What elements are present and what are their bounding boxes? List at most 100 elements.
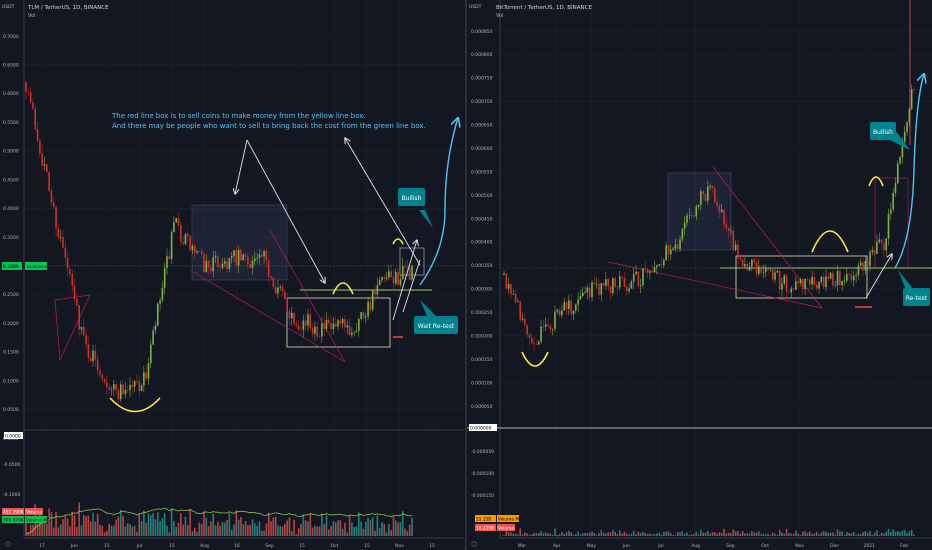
left-candle bbox=[230, 256, 233, 259]
right-candle bbox=[663, 260, 665, 266]
left-price-tick: 0.4500 bbox=[3, 177, 19, 183]
left-volume-bar bbox=[381, 522, 383, 536]
right-settings-icon[interactable] bbox=[471, 541, 477, 547]
right-candle bbox=[674, 244, 677, 249]
right-volume-bar bbox=[581, 533, 584, 536]
left-volume-bar bbox=[62, 519, 64, 536]
right-candle bbox=[653, 267, 656, 273]
right-candle bbox=[739, 258, 742, 260]
right-candle bbox=[598, 283, 600, 295]
left-candle bbox=[108, 387, 111, 390]
left-candle bbox=[57, 228, 60, 238]
left-volume-bar bbox=[337, 520, 339, 536]
left-candle bbox=[59, 237, 62, 238]
left-candle bbox=[279, 286, 282, 288]
right-volume-bar bbox=[635, 534, 637, 536]
right-candle bbox=[558, 309, 561, 316]
left-volume-bar bbox=[152, 513, 154, 536]
right-volume-bar bbox=[519, 528, 522, 536]
right-candle bbox=[704, 193, 707, 201]
right-volume-bar bbox=[584, 532, 586, 536]
right-volume-bar bbox=[832, 532, 834, 536]
left-volume-bar bbox=[25, 517, 27, 536]
right-candle bbox=[630, 281, 633, 289]
right-volume-bar bbox=[547, 533, 549, 536]
left-candle bbox=[163, 268, 166, 289]
right-retest-callout: Re-test bbox=[898, 270, 930, 306]
right-candle bbox=[686, 215, 688, 223]
left-time-tick: Aug bbox=[200, 543, 209, 549]
left-volume-bar bbox=[376, 515, 379, 536]
right-volume-bar bbox=[850, 533, 853, 536]
right-volume-bar bbox=[873, 532, 876, 536]
right-candle bbox=[711, 185, 714, 189]
left-volume-bar bbox=[321, 513, 323, 536]
right-candle bbox=[720, 209, 723, 213]
right-volume-bar bbox=[674, 534, 677, 536]
right-title: BitTorrent / TetherUS, 1D, BINANCE bbox=[496, 5, 592, 11]
right-candle bbox=[690, 215, 693, 216]
right-volume-bar bbox=[764, 534, 767, 536]
right-volume-bar bbox=[829, 532, 832, 536]
right-volume-bar bbox=[797, 533, 799, 536]
right-volume-bar bbox=[802, 531, 804, 536]
right-volume-bar bbox=[880, 532, 883, 536]
left-candle bbox=[161, 288, 164, 301]
left-candle bbox=[309, 314, 312, 328]
left-settings-icon[interactable] bbox=[5, 541, 11, 547]
right-candle bbox=[547, 324, 549, 326]
right-volume-bar bbox=[530, 534, 533, 536]
left-candle bbox=[46, 164, 48, 172]
left-candle bbox=[156, 303, 159, 326]
right-candle bbox=[593, 282, 596, 284]
right-candles bbox=[503, 84, 915, 352]
right-volume-bar bbox=[707, 531, 709, 536]
right-volume-bar bbox=[656, 533, 658, 536]
left-volume-bar bbox=[131, 526, 134, 536]
right-candle bbox=[565, 302, 568, 309]
right-volume-bar bbox=[903, 530, 906, 536]
right-volume-bar bbox=[806, 532, 809, 536]
right-volume-bar bbox=[910, 529, 913, 536]
right-candle bbox=[834, 285, 837, 286]
left-volume-bar bbox=[307, 521, 309, 536]
right-volume-bar bbox=[593, 533, 596, 536]
left-volume-bar bbox=[223, 522, 226, 536]
right-candle bbox=[581, 292, 584, 297]
right-candle bbox=[600, 283, 603, 295]
left-volume-bar bbox=[48, 508, 50, 536]
right-candle bbox=[871, 250, 874, 253]
left-retest-label: Wait Re-test bbox=[418, 323, 455, 330]
right-volume-bar bbox=[575, 534, 577, 536]
left-volume-bar bbox=[156, 512, 159, 536]
left-volume-bar bbox=[113, 525, 115, 536]
left-volume-bar bbox=[302, 514, 305, 536]
left-volume-bar bbox=[279, 526, 282, 536]
left-volume-bar bbox=[41, 516, 43, 536]
left-volume-bar bbox=[353, 527, 356, 536]
left-candle bbox=[106, 382, 108, 388]
left-volume-bar bbox=[203, 511, 205, 536]
right-candle bbox=[873, 250, 876, 254]
left-candle bbox=[166, 256, 168, 269]
right-candle bbox=[811, 276, 813, 285]
left-volume-bar bbox=[166, 525, 168, 536]
right-volume-bar bbox=[841, 531, 843, 536]
right-price-tick: 0.000500 bbox=[471, 193, 493, 199]
left-candle bbox=[332, 323, 335, 329]
left-volume-bar bbox=[230, 529, 233, 536]
left-volume-bar bbox=[126, 523, 129, 536]
right-volume-bar bbox=[595, 535, 598, 536]
left-volume-bar bbox=[277, 525, 279, 536]
right-candle bbox=[841, 281, 843, 286]
left-volume-bar bbox=[150, 515, 152, 536]
right-volume-bar bbox=[785, 528, 788, 536]
left-candle bbox=[385, 277, 388, 279]
right-candle bbox=[778, 270, 781, 290]
right-volume-bar bbox=[762, 533, 765, 536]
right-candle bbox=[725, 224, 728, 229]
left-volume-bar bbox=[87, 515, 90, 536]
left-candle bbox=[344, 319, 346, 328]
left-vol-label: Vol bbox=[28, 13, 35, 19]
right-volume-bar bbox=[890, 531, 892, 536]
